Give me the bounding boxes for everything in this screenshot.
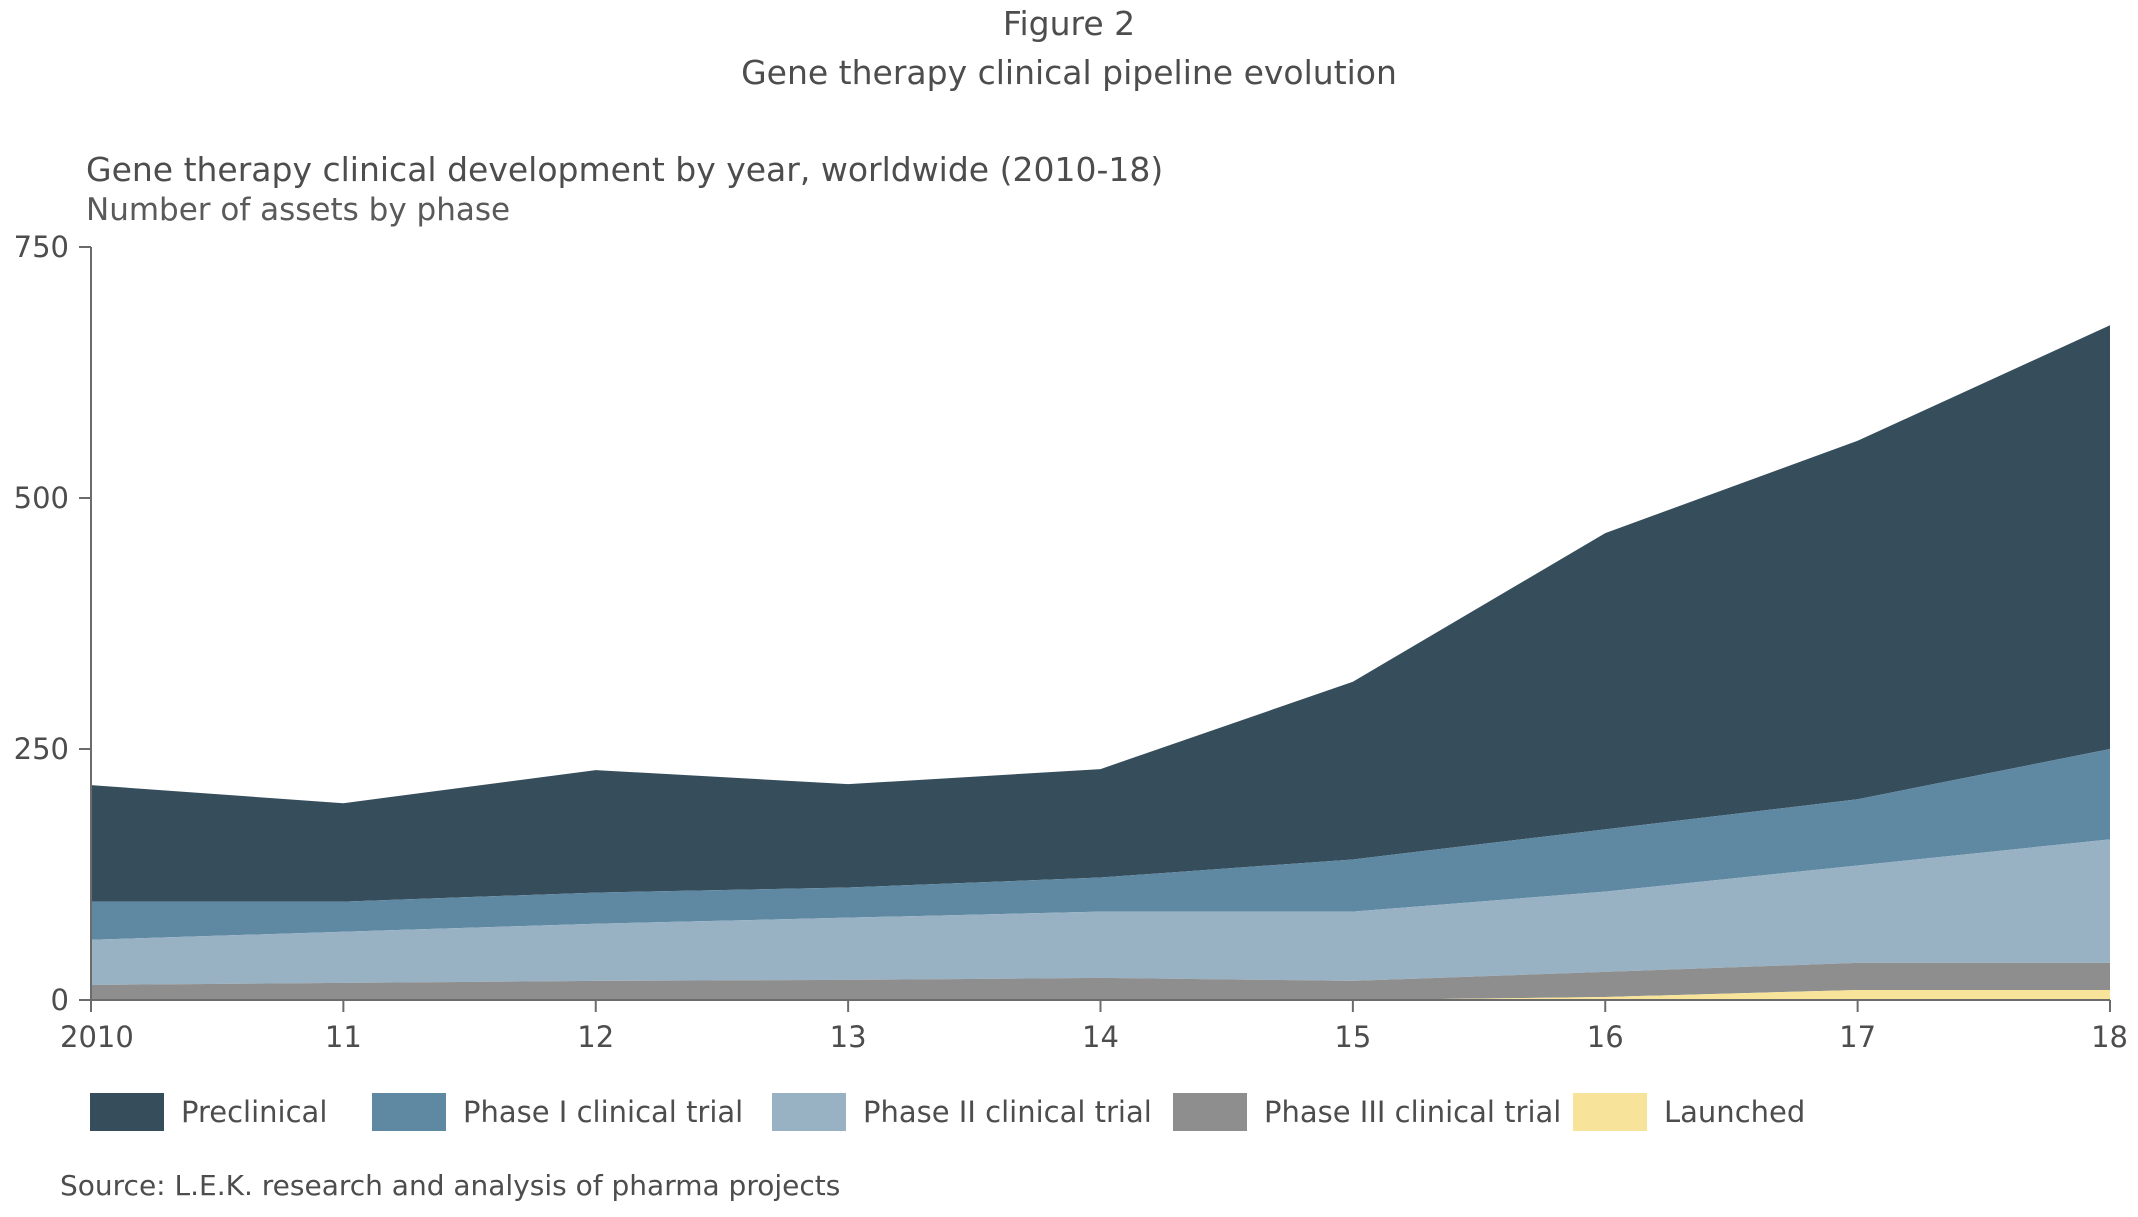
area-launched bbox=[91, 989, 2110, 1000]
x-tick-label: 11 bbox=[325, 1020, 362, 1054]
legend-item-preclinical: Preclinical bbox=[90, 1092, 327, 1132]
figure-label: Figure 2 bbox=[1002, 4, 1136, 43]
legend-label: Preclinical bbox=[181, 1095, 328, 1129]
legend-label: Phase III clinical trial bbox=[1264, 1095, 1562, 1129]
area-phase-iii-clinical-trial bbox=[91, 962, 2110, 1000]
chart-subtitle: Number of assets by phase bbox=[86, 192, 511, 228]
figure-title: Gene therapy clinical pipeline evolution bbox=[741, 53, 1397, 92]
x-tick-label: 12 bbox=[577, 1020, 614, 1054]
x-tick-label: 15 bbox=[1334, 1020, 1371, 1054]
chart-legend: Preclinical Phase I clinical trial Phase… bbox=[90, 1092, 2090, 1132]
legend-swatch bbox=[772, 1093, 846, 1131]
x-tick-label: 13 bbox=[830, 1020, 867, 1054]
y-tick-label: 750 bbox=[14, 230, 69, 264]
legend-swatch bbox=[372, 1093, 446, 1131]
chart-title: Gene therapy clinical development by yea… bbox=[86, 150, 1164, 189]
source-note: Source: L.E.K. research and analysis of … bbox=[60, 1169, 841, 1202]
area-phase-ii-clinical-trial bbox=[91, 839, 2110, 985]
legend-swatch bbox=[90, 1093, 164, 1131]
y-axis-ticks: 0 250 500 750 bbox=[14, 230, 91, 1017]
area-series-layer bbox=[91, 325, 2110, 1000]
area-preclinical bbox=[91, 325, 2110, 902]
legend-item-phase-1: Phase I clinical trial bbox=[372, 1092, 743, 1132]
legend-label: Launched bbox=[1664, 1095, 1806, 1129]
legend-swatch bbox=[1173, 1093, 1247, 1131]
x-tick-label: 14 bbox=[1082, 1020, 1119, 1054]
x-tick-label: 17 bbox=[1839, 1020, 1876, 1054]
y-tick-label: 500 bbox=[14, 481, 69, 515]
legend-label: Phase II clinical trial bbox=[863, 1095, 1152, 1129]
y-tick-label: 0 bbox=[51, 983, 69, 1017]
y-tick-label: 250 bbox=[14, 732, 69, 766]
legend-swatch bbox=[1573, 1093, 1647, 1131]
legend-item-phase-3: Phase III clinical trial bbox=[1173, 1092, 1561, 1132]
legend-item-launched: Launched bbox=[1573, 1092, 1805, 1132]
x-tick-label: 18 bbox=[2091, 1020, 2128, 1054]
x-axis-ticks: 2010 11 12 13 14 15 16 17 18 bbox=[60, 1000, 2128, 1054]
x-tick-label: 16 bbox=[1587, 1020, 1624, 1054]
area-phase-i-clinical-trial bbox=[91, 749, 2110, 940]
legend-label: Phase I clinical trial bbox=[463, 1095, 744, 1129]
legend-item-phase-2: Phase II clinical trial bbox=[772, 1092, 1152, 1132]
x-tick-label: 2010 bbox=[60, 1020, 134, 1054]
